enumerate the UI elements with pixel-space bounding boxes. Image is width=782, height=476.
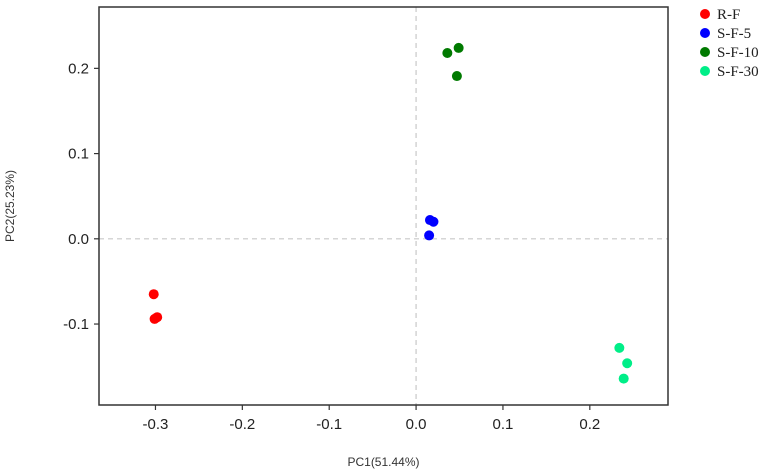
- y-axis-ticks: -0.1 0.0 0.1 0.2: [63, 60, 99, 333]
- x-tick-label: 0.1: [493, 416, 514, 433]
- legend-label-s-f-5: S-F-5: [717, 26, 751, 42]
- point-r-f: [148, 289, 159, 300]
- point-s-f-30: [622, 358, 633, 369]
- y-tick-label: 0.1: [68, 146, 89, 163]
- y-tick-label: -0.1: [63, 316, 89, 333]
- x-tick-label: 0.0: [406, 416, 427, 433]
- point-s-f-10: [453, 42, 464, 53]
- legend-marker-s-f-30: [700, 66, 710, 76]
- y-tick-label: 0.0: [68, 231, 89, 248]
- plot-frame: [98, 6, 669, 406]
- point-s-f-5: [424, 230, 435, 241]
- x-axis-title: PC1(51.44%): [347, 455, 419, 469]
- legend-label-s-f-30: S-F-30: [717, 64, 759, 80]
- legend-marker-s-f-10: [700, 47, 710, 57]
- point-s-f-10: [442, 48, 453, 59]
- legend-marker-s-f-5: [700, 28, 710, 38]
- data-points: [148, 42, 633, 384]
- reference-lines: [99, 7, 668, 405]
- x-tick-label: 0.2: [579, 416, 600, 433]
- point-r-f: [152, 312, 163, 323]
- point-s-f-30: [618, 373, 629, 384]
- y-axis-title: PC2(25.23%): [3, 170, 17, 242]
- legend-label-r-f: R-F: [717, 7, 740, 23]
- point-s-f-5: [428, 216, 439, 227]
- legend-marker-r-f: [700, 9, 710, 19]
- legend-label-s-f-10: S-F-10: [717, 45, 759, 61]
- x-tick-label: -0.1: [316, 416, 342, 433]
- point-s-f-10: [451, 71, 462, 82]
- x-tick-label: -0.3: [143, 416, 169, 433]
- x-tick-label: -0.2: [229, 416, 255, 433]
- legend: R-F S-F-5 S-F-10 S-F-30: [700, 7, 759, 80]
- point-s-f-30: [614, 342, 625, 353]
- x-axis-ticks: -0.3 -0.2 -0.1 0.0 0.1 0.2: [143, 405, 600, 433]
- y-tick-label: 0.2: [68, 60, 89, 77]
